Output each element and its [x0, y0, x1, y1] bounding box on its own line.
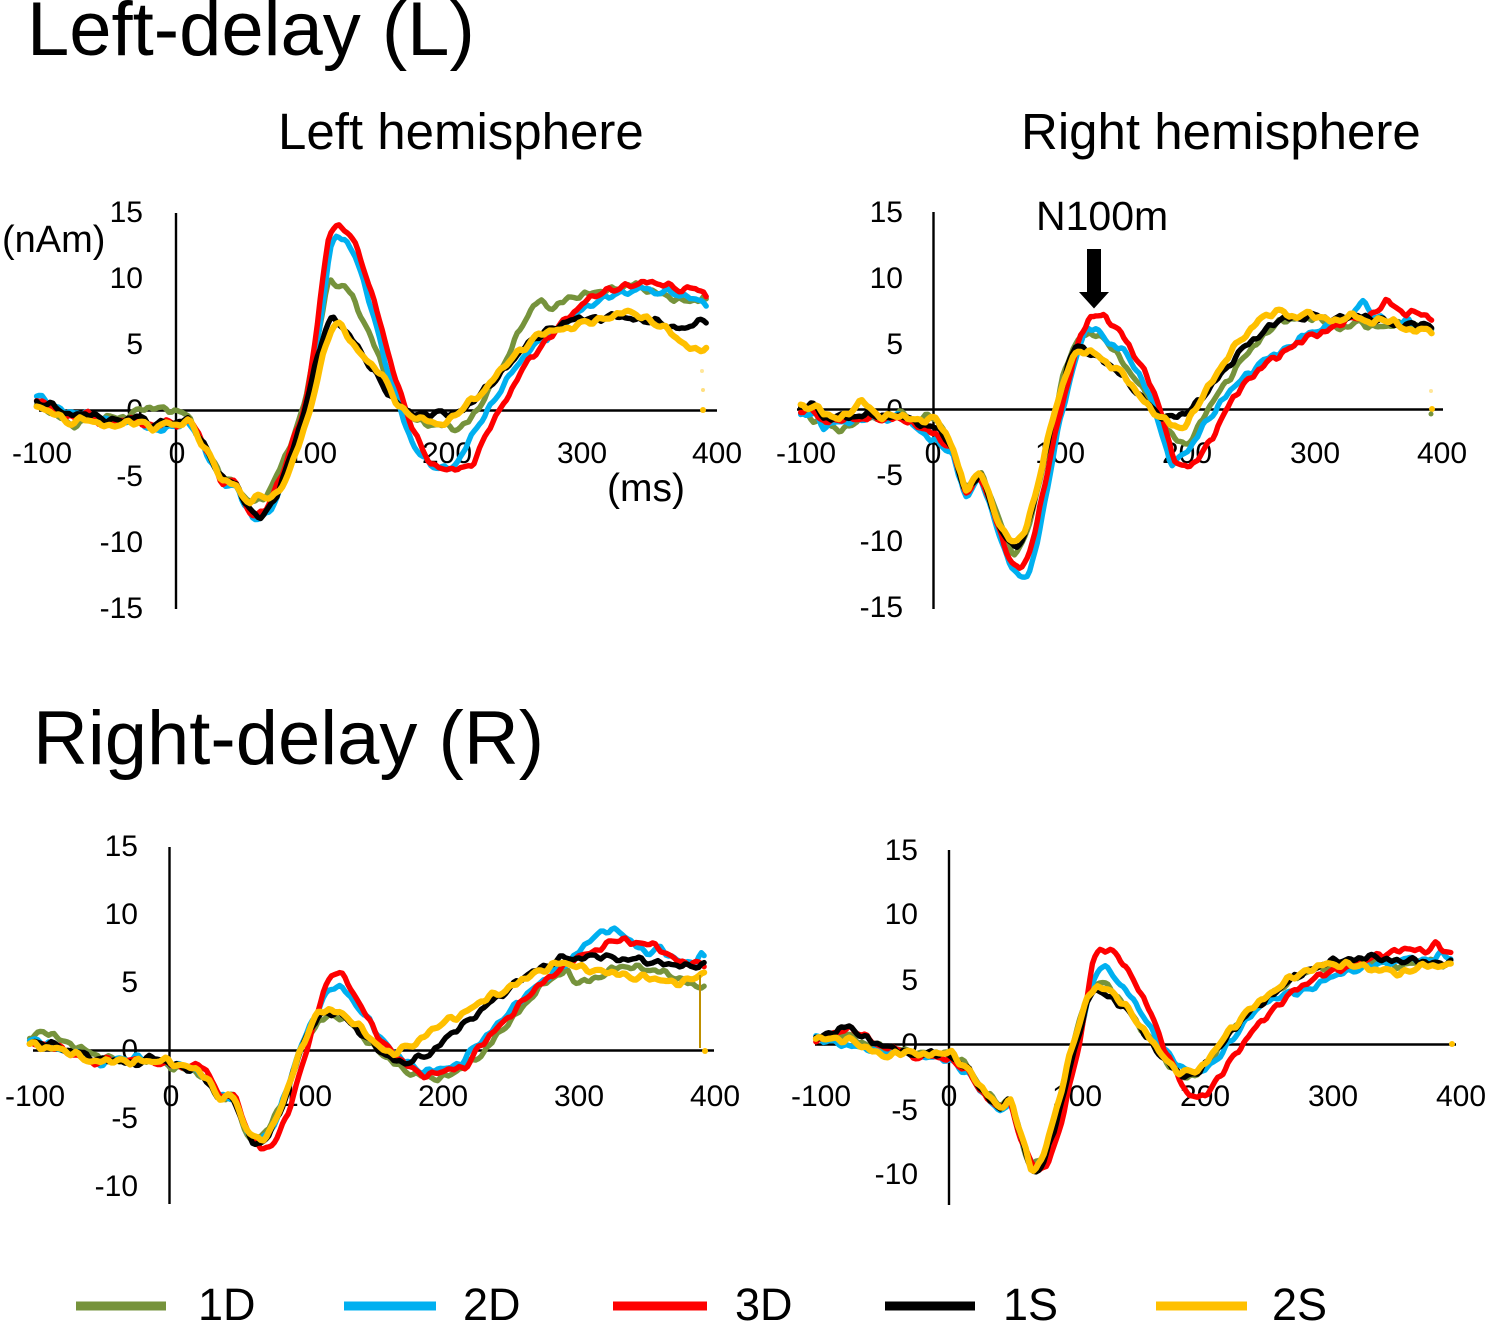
svg-text:300: 300: [1290, 437, 1340, 470]
svg-text:10: 10: [110, 262, 143, 295]
svg-text:-15: -15: [100, 592, 143, 625]
svg-text:400: 400: [1436, 1080, 1486, 1113]
svg-text:0: 0: [941, 1080, 958, 1113]
svg-text:-10: -10: [860, 525, 903, 558]
svg-text:0: 0: [163, 1080, 180, 1113]
svg-text:-10: -10: [875, 1158, 918, 1191]
svg-text:-15: -15: [860, 591, 903, 624]
svg-text:-100: -100: [776, 437, 836, 470]
svg-text:10: 10: [105, 898, 138, 931]
svg-text:0: 0: [169, 437, 186, 470]
svg-text:-100: -100: [5, 1080, 65, 1113]
svg-text:Left hemisphere: Left hemisphere: [278, 103, 644, 160]
svg-text:N100m: N100m: [1036, 193, 1168, 239]
svg-text:5: 5: [886, 328, 903, 361]
svg-text:15: 15: [885, 834, 918, 867]
svg-text:200: 200: [418, 1080, 468, 1113]
svg-text:400: 400: [1417, 437, 1467, 470]
svg-text:15: 15: [105, 830, 138, 863]
svg-text:15: 15: [110, 196, 143, 229]
svg-text:5: 5: [901, 964, 918, 997]
svg-text:-10: -10: [100, 526, 143, 559]
svg-text:Left-delay (L): Left-delay (L): [27, 0, 475, 72]
svg-text:0: 0: [925, 437, 942, 470]
svg-text:5: 5: [126, 328, 143, 361]
svg-text:-5: -5: [876, 459, 903, 492]
svg-text:3D: 3D: [735, 1279, 793, 1325]
svg-text:10: 10: [885, 898, 918, 931]
svg-text:-100: -100: [791, 1080, 851, 1113]
svg-text:15: 15: [870, 196, 903, 229]
svg-text:400: 400: [692, 437, 742, 470]
svg-text:-100: -100: [12, 437, 72, 470]
svg-text:-10: -10: [95, 1170, 138, 1203]
svg-text:-5: -5: [116, 460, 143, 493]
svg-text:2D: 2D: [463, 1279, 521, 1325]
svg-text:300: 300: [1308, 1080, 1358, 1113]
svg-text:300: 300: [554, 1080, 604, 1113]
svg-text:(nAm): (nAm): [2, 219, 105, 261]
svg-text:1S: 1S: [1003, 1279, 1058, 1325]
svg-text:(ms): (ms): [607, 467, 685, 510]
svg-text:10: 10: [870, 262, 903, 295]
svg-text:Right hemisphere: Right hemisphere: [1021, 103, 1421, 160]
svg-text:300: 300: [557, 437, 607, 470]
svg-text:1D: 1D: [198, 1279, 256, 1325]
svg-text:-5: -5: [891, 1094, 918, 1127]
svg-text:2S: 2S: [1272, 1279, 1327, 1325]
svg-text:400: 400: [690, 1080, 740, 1113]
svg-text:Right-delay (R): Right-delay (R): [33, 696, 544, 781]
svg-text:-5: -5: [111, 1102, 138, 1135]
svg-text:5: 5: [121, 966, 138, 999]
